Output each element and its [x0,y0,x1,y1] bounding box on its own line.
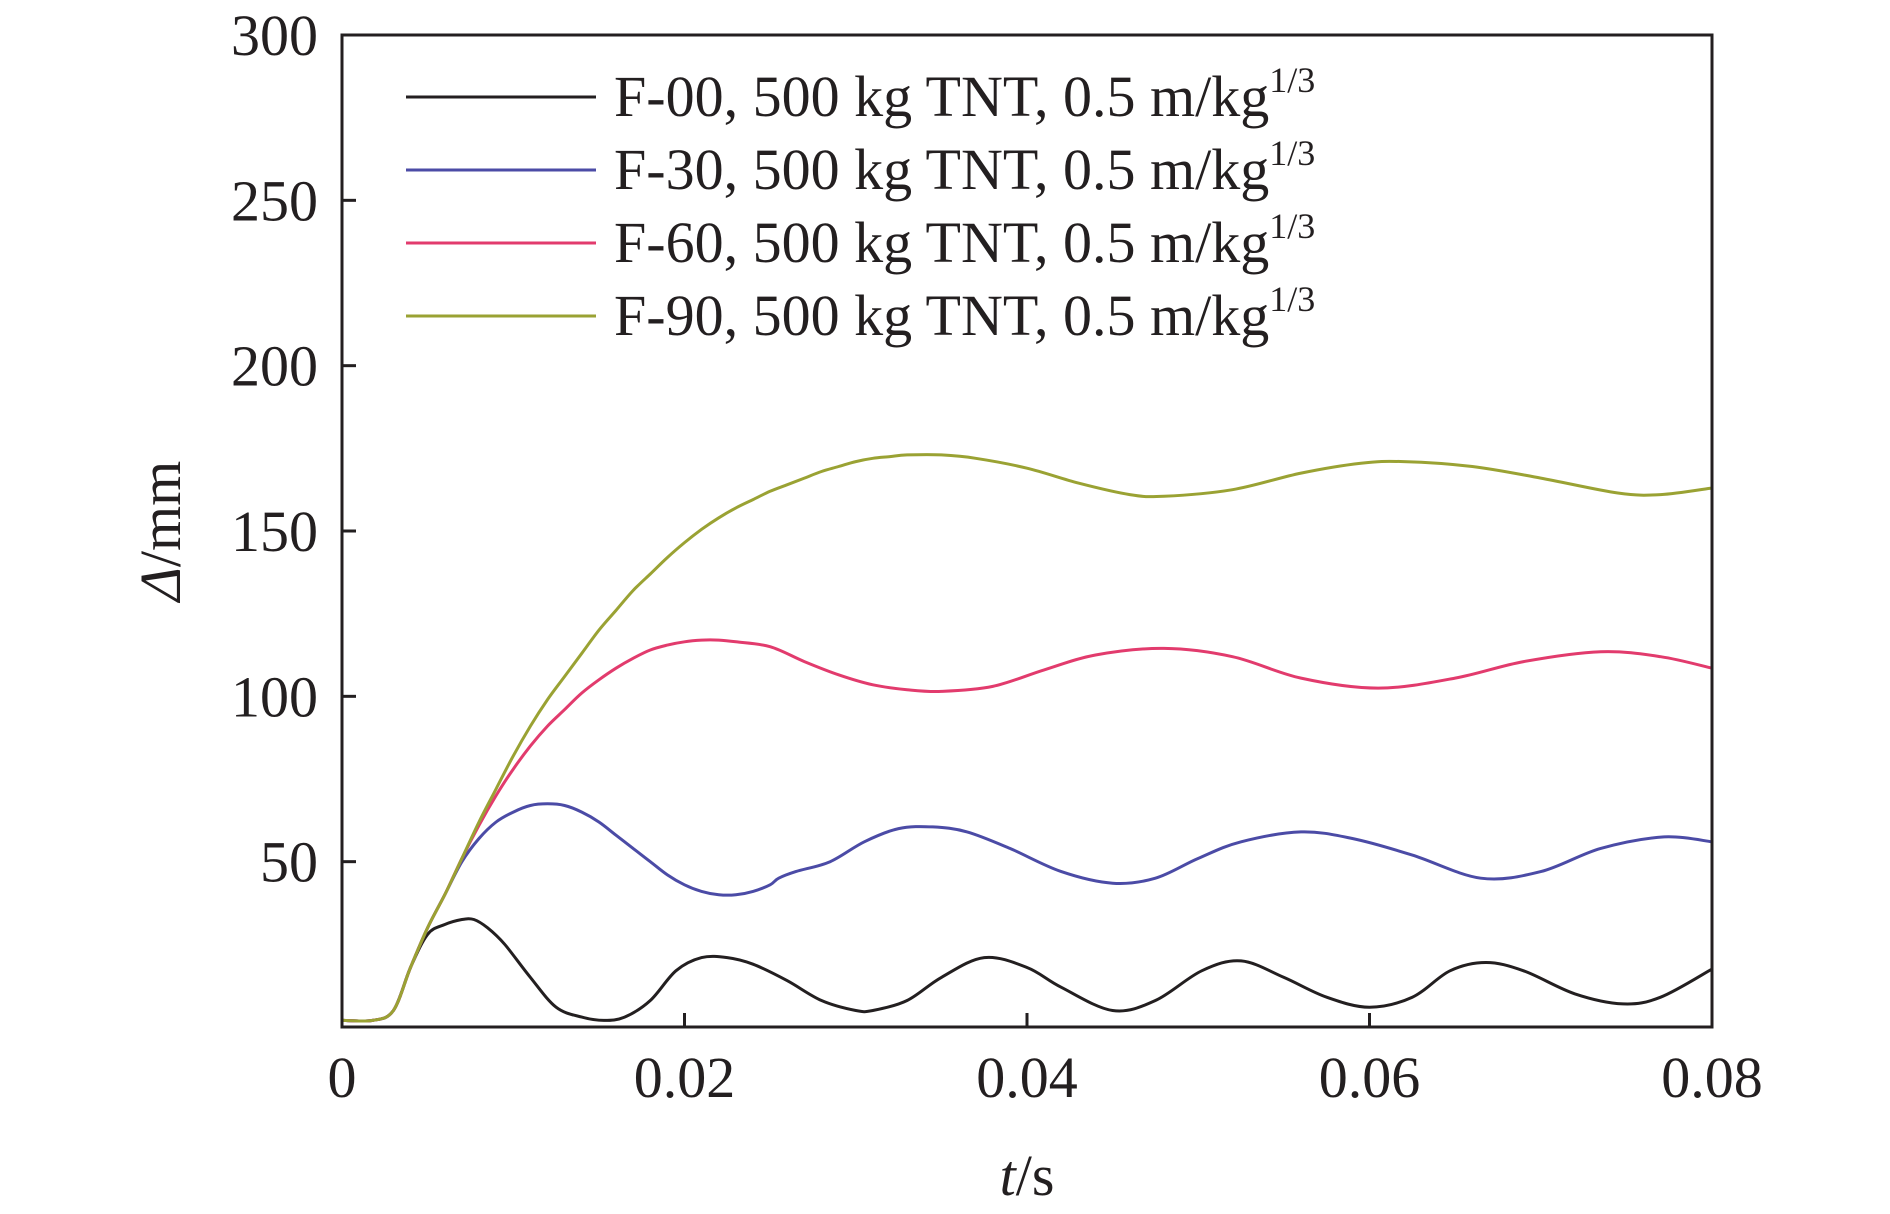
y-tick-label: 50 [260,830,318,895]
series-line-3 [341,453,1713,1023]
legend: F-00, 500 kg TNT, 0.5 m/kg1/3F-30, 500 k… [406,60,1315,348]
x-tick-label: 0.06 [1319,1045,1421,1110]
y-tick-label: 200 [231,334,318,399]
series-line-0 [341,917,1713,1023]
legend-label-2: F-60, 500 kg TNT, 0.5 m/kg1/3 [614,206,1315,275]
x-tick-label: 0.08 [1661,1045,1763,1110]
x-axis-label: t/s [1000,1143,1055,1208]
x-tick-label: 0 [328,1045,357,1110]
x-tick-label: 0.02 [634,1045,736,1110]
series-layer [341,453,1713,1023]
axes-layer: 0 0.02 0.04 0.06 0.08 50 100 150 200 250 300 t/s Δ/m… [128,3,1763,1208]
y-axis-label: Δ/mm [128,461,193,603]
series-line-1 [341,802,1713,1023]
y-tick-label: 100 [231,664,318,729]
y-tick-label: 150 [231,499,318,564]
legend-label-0: F-00, 500 kg TNT, 0.5 m/kg1/3 [614,60,1315,129]
legend-label-3: F-90, 500 kg TNT, 0.5 m/kg1/3 [614,279,1315,348]
y-tick-label: 250 [231,168,318,233]
y-tick-label: 300 [231,3,318,68]
legend-label-1: F-30, 500 kg TNT, 0.5 m/kg1/3 [614,133,1315,202]
x-tick-label: 0.04 [976,1045,1078,1110]
